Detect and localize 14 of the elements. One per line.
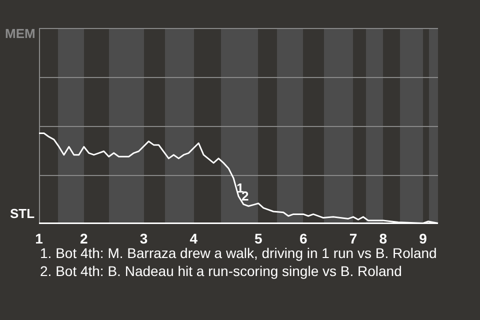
x-tick-label: 7 bbox=[349, 230, 358, 246]
text: 1. Bot 4th: M. Barraza drew a walk, driving in 1 run vs B. Roland bbox=[40, 244, 437, 262]
x-tick-label: 6 bbox=[299, 230, 308, 246]
x-tick-label: 8 bbox=[379, 230, 388, 246]
text: STL bbox=[10, 206, 35, 222]
text: 2. Bot 4th: B. Nadeau hit a run-scoring single vs B. Roland bbox=[40, 262, 403, 280]
x-tick-label: 1 bbox=[35, 230, 44, 246]
annotation: 2 bbox=[241, 188, 249, 204]
text: MEM bbox=[5, 26, 36, 41]
x-tick-label: 9 bbox=[419, 230, 428, 246]
x-tick-label: 2 bbox=[80, 230, 88, 246]
x-tick-label: 3 bbox=[140, 230, 148, 246]
x-tick-label: 5 bbox=[254, 230, 263, 246]
x-tick-label: 4 bbox=[190, 230, 198, 246]
